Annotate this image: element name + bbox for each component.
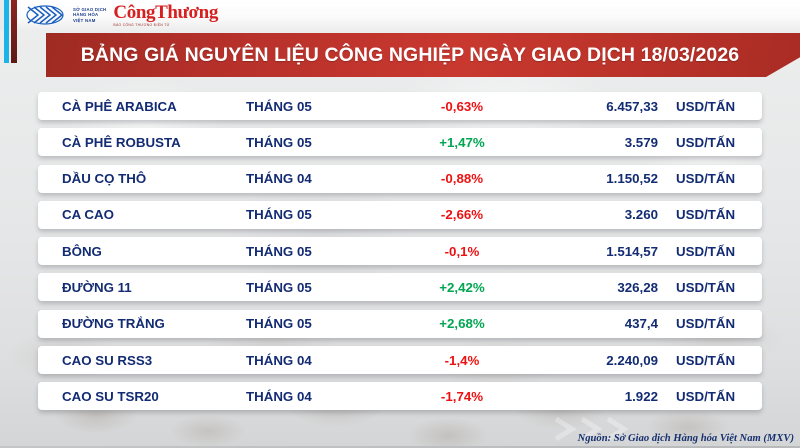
table-row[interactable]: CAO SU TSR20 THÁNG 04 -1,74% 1.922 USD/TẤN: [38, 382, 762, 411]
row-unit: USD/TẤN: [676, 316, 736, 332]
row-change-percent: +2,68%: [439, 316, 485, 332]
row-contract-month: THÁNG 05: [246, 316, 312, 332]
table-row[interactable]: CAO SU RSS3 THÁNG 04 -1,4% 2.240,09 USD/TẤN: [38, 346, 762, 375]
row-contract-month: THÁNG 04: [246, 388, 312, 404]
source-credit: Nguồn: Sở Giao dịch Hàng hóa Việt Nam (M…: [577, 433, 794, 444]
row-contract-month: THÁNG 05: [246, 279, 312, 295]
row-commodity-name: CA CAO: [62, 207, 114, 223]
mxv-logo: SỞ GIAO DỊCH HÀNG HÓA VIỆT NAM: [25, 5, 106, 25]
row-price: 3.579: [624, 134, 658, 150]
row-price: 1.150,52: [606, 171, 658, 187]
row-change-percent: -1,4%: [444, 352, 480, 368]
row-price: 3.260: [624, 207, 658, 223]
row-change-percent: -0,1%: [444, 243, 480, 259]
row-commodity-name: CAO SU TSR20: [62, 388, 159, 404]
row-unit: USD/TẤN: [676, 388, 736, 404]
row-change-percent: -1,74%: [440, 388, 484, 404]
row-commodity-name: CÀ PHÊ ARABICA: [62, 98, 177, 114]
row-contract-month: THÁNG 05: [246, 98, 312, 114]
row-contract-month: THÁNG 04: [246, 352, 312, 368]
row-unit: USD/TẤN: [676, 243, 736, 259]
table-row[interactable]: ĐƯỜNG 11 THÁNG 05 +2,42% 326,28 USD/TẤN: [38, 273, 762, 302]
row-commodity-name: CÀ PHÊ ROBUSTA: [62, 134, 181, 150]
row-contract-month: THÁNG 05: [246, 207, 312, 223]
row-change-percent: -0,88%: [440, 171, 484, 187]
accent-bar-cyan: [4, 0, 9, 63]
row-commodity-name: ĐƯỜNG 11: [62, 279, 132, 295]
congthuong-tagline: BÁO CÔNG THƯƠNG ĐIỆN TỬ: [113, 23, 170, 27]
congthuong-logo: CôngThương BÁO CÔNG THƯƠNG ĐIỆN TỬ: [113, 3, 218, 27]
logo-row: SỞ GIAO DỊCH HÀNG HÓA VIỆT NAM CôngThươn…: [25, 1, 218, 29]
row-commodity-name: ĐƯỜNG TRẮNG: [62, 316, 165, 332]
header-strip: SỞ GIAO DỊCH HÀNG HÓA VIỆT NAM CôngThươn…: [17, 0, 800, 30]
row-price: 437,4: [624, 316, 658, 332]
table-row[interactable]: CÀ PHÊ ARABICA THÁNG 05 -0,63% 6.457,33 USD/…: [38, 92, 762, 120]
row-commodity-name: BÔNG: [62, 243, 102, 259]
row-price: 1.514,57: [606, 243, 658, 259]
row-contract-month: THÁNG 05: [246, 134, 312, 150]
row-contract-month: THÁNG 04: [246, 171, 312, 187]
row-contract-month: THÁNG 05: [246, 243, 312, 259]
row-price: 6.457,33: [606, 98, 658, 114]
title-banner: BẢNG GIÁ NGUYÊN LIỆU CÔNG NGHIỆP NGÀY GI…: [46, 33, 800, 77]
table-row[interactable]: CÀ PHÊ ROBUSTA THÁNG 05 +1,47% 3.579 USD/TẤN: [38, 128, 762, 157]
row-change-percent: -2,66%: [440, 207, 484, 223]
row-change-percent: +2,42%: [439, 279, 485, 295]
page-title: BẢNG GIÁ NGUYÊN LIỆU CÔNG NGHIỆP NGÀY GI…: [80, 43, 740, 66]
row-price: 326,28: [617, 279, 658, 295]
price-table: CÀ PHÊ ARABICA THÁNG 05 -0,63% 6.457,33 USD/…: [38, 92, 762, 419]
row-price: 1.922: [624, 388, 658, 404]
mxv-logo-line-2: HÀNG HÓA: [73, 12, 99, 18]
table-row[interactable]: CA CAO THÁNG 05 -2,66% 3.260 USD/TẤN: [38, 200, 762, 229]
congthuong-wordmark: CôngThương: [113, 2, 218, 23]
row-unit: USD/TẤN: [676, 171, 736, 187]
table-row[interactable]: BÔNG THÁNG 05 -0,1% 1.514,57 USD/TẤN: [38, 237, 762, 266]
row-commodity-name: CAO SU RSS3: [62, 352, 153, 368]
row-unit: USD/TẤN: [676, 352, 736, 368]
mxv-chevron-mark-icon: [26, 5, 64, 25]
accent-bar-dark-red: [11, 0, 17, 63]
mxv-logo-text: SỞ GIAO DỊCH HÀNG HÓA VIỆT NAM: [73, 7, 106, 23]
row-change-percent: +1,47%: [439, 134, 485, 150]
table-row[interactable]: ĐƯỜNG TRẮNG THÁNG 05 +2,68% 437,4 USD/TẤN: [38, 309, 762, 338]
row-change-percent: -0,63%: [440, 98, 484, 114]
mxv-logo-line-3: VIỆT NAM: [73, 17, 96, 23]
row-price: 2.240,09: [606, 352, 658, 368]
mxv-logo-line-1: SỞ GIAO DỊCH: [73, 6, 107, 12]
bottom-divider: [0, 446, 800, 448]
row-unit: USD/TẤN: [676, 134, 736, 150]
row-unit: USD/TẤN: [676, 279, 736, 295]
row-unit: USD/TẤN: [676, 98, 736, 114]
chevron-watermark-icon: [554, 416, 629, 442]
table-row[interactable]: DẦU CỌ THÔ THÁNG 04 -0,88% 1.150,52 USD/TẤN: [38, 164, 762, 193]
row-commodity-name: DẦU CỌ THÔ: [62, 171, 147, 187]
row-unit: USD/TẤN: [676, 207, 736, 223]
